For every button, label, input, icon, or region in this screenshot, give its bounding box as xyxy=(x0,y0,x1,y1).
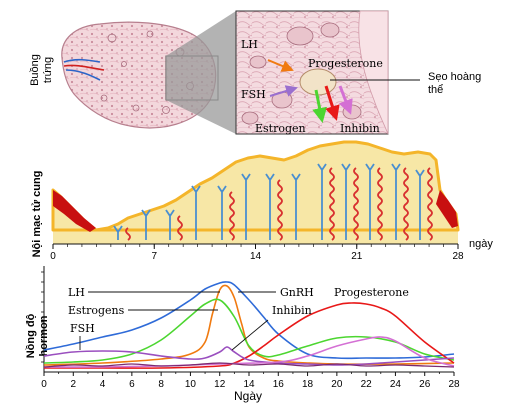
chart-y-ticks xyxy=(41,271,44,363)
x-tick-label: 24 xyxy=(390,379,402,390)
gland-vein xyxy=(113,225,123,240)
series-line-progesterone xyxy=(44,302,455,369)
chart-x-label: Ngày xyxy=(234,389,262,403)
menses-left xyxy=(53,190,96,232)
corpus-luteum xyxy=(299,68,337,96)
gland-vein xyxy=(165,209,175,240)
inset-label-fsh: FSH xyxy=(241,88,266,101)
chart-x-ticks: 0 2 4 6 8 10 12 14 16 18 20 22 24 26 28 xyxy=(41,372,460,390)
series-line-gnrh-pulses xyxy=(43,362,455,368)
inset-label-inhibin: Inhibin xyxy=(340,122,380,135)
series-line-fsh xyxy=(43,346,455,366)
ovary-panel: Buồng trứng LH FSH Progesterone Estrogen xyxy=(29,10,481,135)
x-tick-label: 8 xyxy=(158,379,164,390)
x-tick-label: 26 xyxy=(419,379,431,390)
endometrium-axis-unit: ngày xyxy=(469,238,493,250)
x-tick-label: 6 xyxy=(129,379,135,390)
spiral-artery xyxy=(229,191,235,241)
endometrium-tick-label: 28 xyxy=(452,251,464,262)
spiral-artery xyxy=(353,167,359,241)
x-tick-label: 22 xyxy=(361,379,373,390)
inset-label-progesterone: Progesterone xyxy=(308,57,383,70)
hormone-chart: Nồng độ hormon 0 2 4 6 8 10 12 14 16 18 20 22 24 26 28… xyxy=(25,266,460,403)
progesterone-arrow xyxy=(324,85,340,121)
gland-vein xyxy=(341,163,351,240)
spiral-artery xyxy=(177,215,183,241)
x-tick-label: 10 xyxy=(185,379,197,390)
inset-membrane xyxy=(358,10,389,135)
series-label-gnrh: GnRH xyxy=(280,286,314,299)
spiral-artery xyxy=(403,167,409,241)
x-tick-label: 16 xyxy=(273,379,285,390)
endometrium-profile xyxy=(51,140,460,232)
series-label-progesterone: Progesterone xyxy=(334,286,409,299)
gland-vein xyxy=(291,173,301,240)
estrogen-arrow xyxy=(312,89,328,123)
x-tick-label: 28 xyxy=(448,379,460,390)
corpus-luteum-label-line1: Sẹo hoàng xyxy=(428,71,481,83)
x-tick-label: 0 xyxy=(41,379,47,390)
zoom-projection xyxy=(166,11,236,134)
x-tick-label: 12 xyxy=(214,379,226,390)
spiral-artery xyxy=(329,167,335,241)
x-tick-label: 4 xyxy=(100,379,106,390)
series-label-lh: LH xyxy=(68,286,85,299)
endometrium-side-label: Nội mạc tử cung xyxy=(31,171,43,258)
endometrium-tick-label: 14 xyxy=(250,251,262,262)
gland-vein xyxy=(415,169,425,240)
chart-series xyxy=(43,281,455,369)
ovary-side-label-line1: Buồng xyxy=(29,54,41,86)
lh-arrow xyxy=(267,59,294,72)
gland-vein xyxy=(217,185,227,240)
gland-vein xyxy=(141,209,151,240)
inhibin-leader xyxy=(231,319,269,351)
gland-vein xyxy=(265,173,275,240)
inset-label-lh: LH xyxy=(241,38,258,51)
gland-vein xyxy=(391,163,401,240)
inhibin-arrow xyxy=(338,85,353,115)
series-line-estrogens xyxy=(43,298,455,364)
x-tick-label: 14 xyxy=(243,379,255,390)
spiral-artery xyxy=(125,227,131,241)
menses-right xyxy=(436,190,458,228)
x-tick-label: 2 xyxy=(71,379,77,390)
endometrium-tick-label: 7 xyxy=(151,251,157,262)
series-label-estrogens: Estrogens xyxy=(68,304,125,317)
spiral-artery xyxy=(277,179,283,241)
hormone-side-label-line1: Nồng độ xyxy=(25,313,37,358)
gland-vein xyxy=(241,173,251,240)
x-tick-label: 20 xyxy=(331,379,343,390)
series-line-gnrh xyxy=(43,284,455,366)
spiral-artery xyxy=(427,167,433,241)
series-line-lh xyxy=(43,281,455,360)
endometrium-basal-layer xyxy=(53,230,458,244)
endometrium-tick-label: 21 xyxy=(351,251,363,262)
fsh-arrow xyxy=(269,85,298,97)
gland-vein xyxy=(365,163,375,240)
endometrium-panel: Nội mạc tử cung 0 7 14 21 28 ngày xyxy=(31,140,493,262)
series-label-fsh: FSH xyxy=(70,322,95,335)
series-label-inhibin: Inhibin xyxy=(272,304,312,317)
ovary-side-label-line2: trứng xyxy=(42,57,54,83)
spiral-artery xyxy=(377,167,383,241)
gland-vein xyxy=(317,163,327,240)
x-tick-label: 18 xyxy=(302,379,314,390)
uterine-glands xyxy=(113,163,433,241)
gland-vein xyxy=(191,185,201,240)
endometrium-axis-ticks: 0 7 14 21 28 xyxy=(50,244,464,262)
ovary-vessels xyxy=(63,58,105,81)
inset-label-estrogen: Estrogen xyxy=(255,122,306,135)
endometrium-tick-label: 0 xyxy=(50,251,56,262)
corpus-luteum-label-line2: thể xyxy=(428,84,443,96)
